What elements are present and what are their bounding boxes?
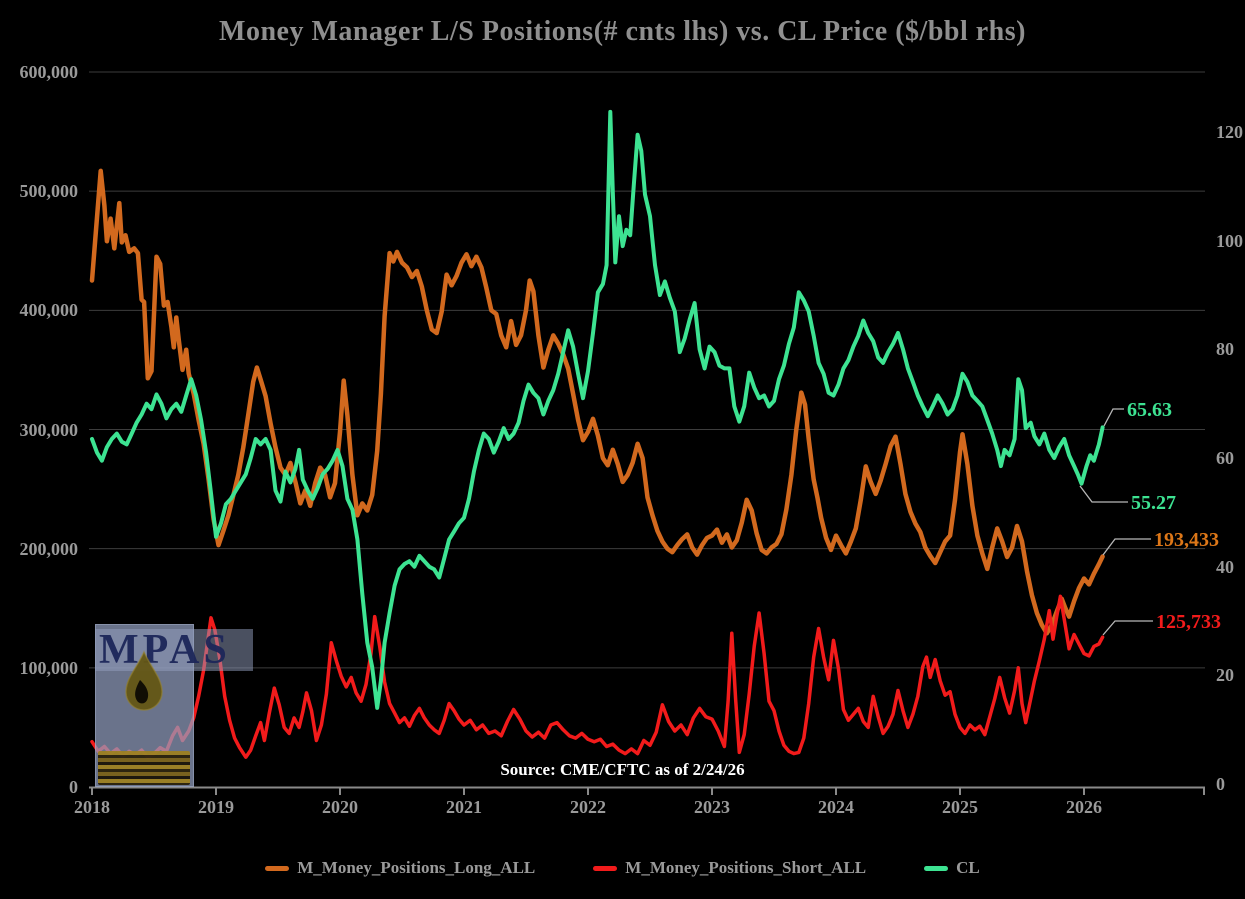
logo-wordmark: MPAS: [99, 627, 231, 673]
x-tick-2022: 2022: [570, 797, 606, 817]
series-line-M_Money_Positions_Short_ALL: [90, 594, 1105, 759]
right-tick-40: 40: [1216, 556, 1234, 577]
right-tick-20: 20: [1216, 665, 1234, 686]
x-tick-2026: 2026: [1066, 797, 1102, 817]
annotation-leader-line: [1102, 620, 1153, 636]
right-tick-60: 60: [1216, 448, 1234, 468]
annotation-short-last: 125,733: [1156, 611, 1221, 633]
x-tick-2025: 2025: [942, 797, 978, 817]
right-tick-0: 0: [1216, 774, 1225, 794]
left-tick-200000: 200,000: [19, 538, 79, 559]
long-line-swatch: [265, 865, 290, 871]
x-tick-2020: 2020: [322, 797, 358, 817]
left-tick-100000: 100,000: [19, 657, 79, 678]
short-line-swatch: [593, 865, 618, 871]
annotation-cl-last: 65.63: [1127, 399, 1172, 421]
right-tick-120: 120: [1216, 122, 1243, 142]
x-tick-2018: 2018: [74, 797, 110, 817]
chart-title: Money Manager L/S Positions(# cnts lhs) …: [219, 16, 1026, 47]
legend-item-cl[interactable]: CL: [924, 858, 980, 878]
legend-item-short[interactable]: M_Money_Positions_Short_ALL: [593, 858, 866, 878]
series-line-CL: [90, 109, 1105, 710]
annotation-cl-low: 55.27: [1131, 492, 1176, 514]
annotation-leader-line: [1102, 538, 1151, 556]
left-tick-500000: 500,000: [19, 181, 79, 202]
x-tick-2019: 2019: [198, 797, 234, 817]
x-tick-2021: 2021: [446, 797, 482, 817]
right-tick-80: 80: [1216, 339, 1234, 360]
logo-band: [95, 629, 253, 671]
annotation-leader-line: [1079, 485, 1128, 503]
left-tick-300000: 300,000: [19, 419, 79, 440]
annotation-leader-line: [1103, 408, 1124, 427]
left-tick-600000: 600,000: [19, 62, 79, 82]
left-tick-0: 0: [69, 777, 78, 797]
x-tick-2023: 2023: [694, 797, 730, 817]
legend-label-cl: CL: [956, 858, 980, 877]
cl-line-swatch: [924, 865, 949, 871]
sediment-layers: [98, 751, 190, 785]
series-line-M_Money_Positions_Long_ALL: [89, 168, 1105, 636]
annotation-long-last: 193,433: [1154, 529, 1219, 551]
right-tick-100: 100: [1216, 230, 1243, 251]
left-tick-400000: 400,000: [19, 300, 79, 321]
legend-label-short: M_Money_Positions_Short_ALL: [625, 858, 867, 877]
legend-label-long: M_Money_Positions_Long_ALL: [297, 858, 536, 877]
x-tick-2024: 2024: [818, 797, 854, 817]
legend-item-long[interactable]: M_Money_Positions_Long_ALL: [265, 858, 535, 878]
oil-drop-icon: [125, 650, 163, 711]
source-note: Source: CME/CFTC as of 2/24/26: [500, 760, 745, 779]
legend: M_Money_Positions_Long_ALL M_Money_Posit…: [0, 858, 1245, 878]
